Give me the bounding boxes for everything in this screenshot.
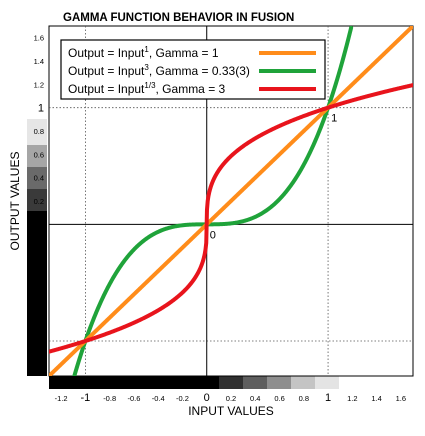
point-label: 1 xyxy=(331,113,337,125)
legend-label-2: Output = Input1/3, Gamma = 3 xyxy=(68,81,226,96)
x-tick-labels: -1.2 -1 -0.8 -0.6 -0.4 -0.2 0 0.2 0.4 0.6 0.8 1 1.2 1… xyxy=(55,392,406,404)
y-tick-label: -0.8 xyxy=(31,314,44,323)
x-tick-label: 1.2 xyxy=(347,394,357,403)
series-lines xyxy=(49,26,413,376)
x-tick-label: -1 xyxy=(81,392,91,404)
x-tick-label: 1.6 xyxy=(396,394,406,403)
point-label: 0 xyxy=(210,229,216,241)
y-tick-label: -1 xyxy=(34,336,44,348)
legend: Output = Input1, Gamma = 1 Output = Input… xyxy=(60,39,326,100)
y-tick-label: 0.6 xyxy=(34,150,44,159)
y-tick-label: 0.8 xyxy=(34,127,44,136)
y-tick-label: 1.6 xyxy=(34,34,44,43)
chart-title: GAMMA FUNCTION BEHAVIOR IN FUSION xyxy=(63,12,294,24)
x-tick-label: -0.4 xyxy=(152,394,165,403)
y-tick-label: -0.6 xyxy=(31,290,44,299)
grid xyxy=(49,26,413,376)
y-tick-labels: 1.6 1.4 1.2 1 0.8 0.6 0.4 0.2 0 -0.2 -0.4 -0.6 -0.8 -… xyxy=(31,34,44,370)
x-tick-label: -0.6 xyxy=(127,394,140,403)
y-tick-label: 0 xyxy=(38,219,44,231)
x-tick-label: 1 xyxy=(325,392,331,404)
x-tick-label: -1.2 xyxy=(55,394,68,403)
plot-frame xyxy=(48,25,414,377)
y-tick-label: -1.2 xyxy=(31,360,44,369)
y-tick-label: 0.2 xyxy=(34,197,44,206)
x-tick-label: -0.8 xyxy=(103,394,116,403)
x-tick-label: 0.6 xyxy=(274,394,284,403)
x-tick-label: 0.4 xyxy=(250,394,260,403)
legend-label-0: Output = Input1, Gamma = 1 xyxy=(68,45,219,60)
legend-label-1: Output = Input3, Gamma = 0.33(3) xyxy=(68,63,250,78)
y-tick-label: 1.2 xyxy=(34,80,44,89)
point-annotations: 01 xyxy=(210,113,337,242)
x-gray-ramp xyxy=(49,376,339,389)
x-tick-label: 0.8 xyxy=(299,394,309,403)
y-tick-label: -0.2 xyxy=(31,244,44,253)
x-tick-label: -0.2 xyxy=(176,394,189,403)
series-line-2 xyxy=(49,83,413,354)
y-tick-label: -0.4 xyxy=(31,267,44,276)
y-tick-label: 1.4 xyxy=(34,57,44,66)
y-tick-label: 0.4 xyxy=(34,174,44,183)
y-axis-label: OUTPUT VALUES xyxy=(8,152,22,251)
y-tick-label: 1 xyxy=(38,103,44,115)
x-tick-label: 0 xyxy=(204,392,210,404)
y-gray-ramp xyxy=(27,119,47,376)
x-tick-label: 1.4 xyxy=(371,394,381,403)
x-axis-label: INPUT VALUES xyxy=(188,404,274,418)
series-line-0 xyxy=(49,26,413,376)
x-tick-label: 0.2 xyxy=(226,394,236,403)
